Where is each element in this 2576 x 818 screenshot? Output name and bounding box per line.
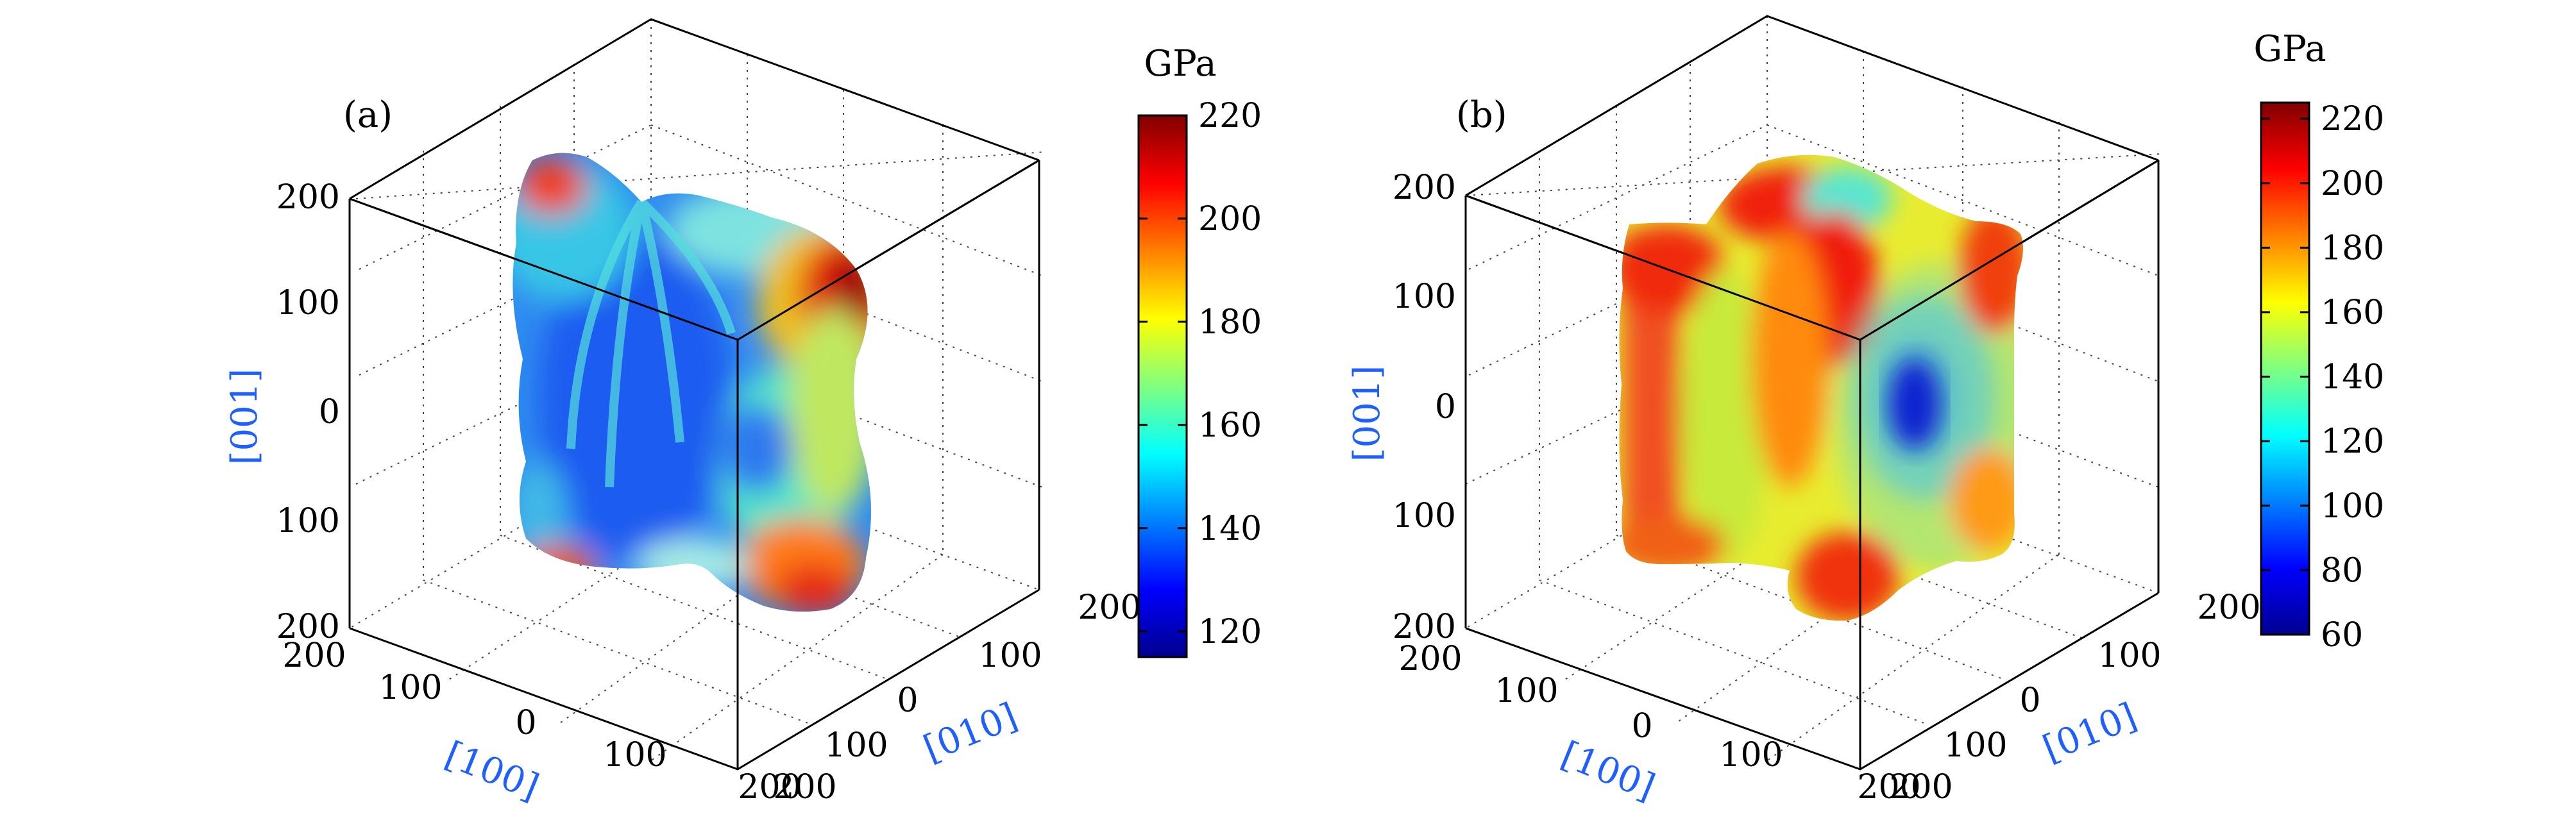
- panel-b: (b) 200 100 0 100 200 200 100 0 100 200 …: [1346, 15, 2384, 808]
- panel-a-x-label: [100]: [439, 734, 545, 809]
- panel-b-colorbar-tick-label: 80: [2321, 551, 2363, 590]
- panel-a: (a) 200 100 0 100 200 200 100 0 100 200 …: [224, 18, 1262, 809]
- panel-a-colorbar-tick-label: 220: [1198, 97, 1262, 135]
- panel-a-z-label: [001]: [224, 369, 266, 465]
- panel-a-y-label: [010]: [918, 696, 1023, 771]
- panel-a-x-tick: 100: [603, 736, 666, 774]
- panel-b-x-ticks: 200 100 0 100 200: [1398, 640, 1920, 806]
- panel-a-y-tick: 100: [978, 637, 1042, 675]
- panel-b-colorbar-ticks: 60 80 100 120 140 160 180 200 220: [2261, 100, 2384, 655]
- panel-a-y-tick: 100: [824, 726, 888, 765]
- panel-a-z-tick: 200: [276, 608, 340, 646]
- panel-b-x-tick: 100: [1495, 672, 1558, 710]
- panel-b-y-tick: 0: [2019, 681, 2040, 720]
- panel-a-z-tick: 100: [276, 502, 340, 540]
- panel-b-label: (b): [1456, 94, 1507, 136]
- panel-b-colorbar-tick-label: 160: [2321, 294, 2384, 332]
- panel-a-y-tick: 200: [773, 768, 836, 806]
- panel-a-z-tick: 100: [276, 284, 340, 322]
- panel-b-z-tick: 200: [1393, 608, 1456, 646]
- panel-a-x-tick: 100: [378, 669, 442, 707]
- panel-a-x-tick: 0: [515, 704, 536, 742]
- panel-b-y-tick: 200: [2197, 588, 2260, 627]
- panel-b-z-tick: 200: [1393, 169, 1456, 207]
- panel-b-colorbar-tick-label: 120: [2321, 422, 2384, 461]
- panel-b-x-tick: 200: [1398, 640, 1462, 678]
- panel-a-colorbar-tick-label: 140: [1198, 510, 1262, 548]
- panel-a-z-tick: 0: [319, 393, 340, 431]
- panel-a-z-ticks: 200 100 0 100 200: [276, 178, 340, 646]
- panel-b-colorbar-tick-label: 60: [2321, 616, 2363, 655]
- panel-a-colorbar-ticks: 120 140 160 180 200 220: [1139, 97, 1262, 651]
- panel-b-z-tick: 100: [1393, 497, 1456, 535]
- panel-b-y-tick: 200: [1889, 768, 1953, 806]
- panel-b-x-tick: 0: [1631, 707, 1652, 746]
- panel-b-surface: [1619, 154, 2023, 621]
- panel-b-colorbar-title: GPa: [2253, 28, 2326, 70]
- panel-a-label: (a): [343, 94, 393, 136]
- panel-a-x-ticks: 200 100 0 100 200: [282, 637, 801, 806]
- panel-b-colorbar: GPa 60 80 100 120 140 160 180 200 220: [2253, 28, 2384, 655]
- panel-b-y-ticks: 200 100 0 100 200: [1889, 588, 2260, 806]
- panel-a-colorbar-tick-label: 160: [1198, 406, 1262, 445]
- panel-b-y-label: [010]: [2037, 696, 2142, 771]
- panel-a-x-tick: 200: [738, 768, 801, 806]
- panel-a-y-tick: 0: [897, 681, 918, 720]
- panel-a-colorbar-title: GPa: [1144, 43, 1216, 85]
- panel-a-colorbar-tick-label: 180: [1198, 303, 1262, 342]
- panel-b-x-tick: 200: [1857, 768, 1920, 806]
- panel-b-colorbar-tick-label: 100: [2321, 487, 2384, 526]
- panel-a-colorbar-tick-label: 200: [1198, 200, 1262, 238]
- panel-a-surface: [513, 153, 871, 612]
- panel-b-z-ticks: 200 100 0 100 200: [1393, 169, 1456, 646]
- panel-b-colorbar-tick-label: 180: [2321, 229, 2384, 267]
- panel-a-y-tick: 200: [1078, 588, 1141, 627]
- panel-b-colorbar-tick-label: 220: [2321, 100, 2384, 138]
- panel-b-z-label: [001]: [1346, 365, 1388, 462]
- panel-a-x-tick: 200: [282, 637, 346, 675]
- panel-b-z-tick: 0: [1435, 388, 1456, 426]
- panel-a-colorbar-tick-label: 120: [1198, 613, 1262, 651]
- panel-b-z-tick: 100: [1393, 278, 1456, 316]
- panel-a-z-tick: 200: [276, 178, 340, 217]
- panel-a-colorbar-gradient: [1137, 114, 1188, 658]
- panel-a-y-ticks: 200 100 0 100 200: [773, 588, 1141, 806]
- panel-a-colorbar: GPa 120 140 160 180 200 220: [1137, 43, 1262, 658]
- panel-b-y-tick: 100: [2097, 637, 2161, 675]
- panel-b-colorbar-tick-label: 200: [2321, 165, 2384, 203]
- panel-b-colorbar-gradient: [2260, 101, 2310, 636]
- panel-b-colorbar-tick-label: 140: [2321, 358, 2384, 397]
- panel-b-x-tick: 100: [1719, 736, 1783, 774]
- panel-b-y-tick: 100: [1944, 726, 2007, 765]
